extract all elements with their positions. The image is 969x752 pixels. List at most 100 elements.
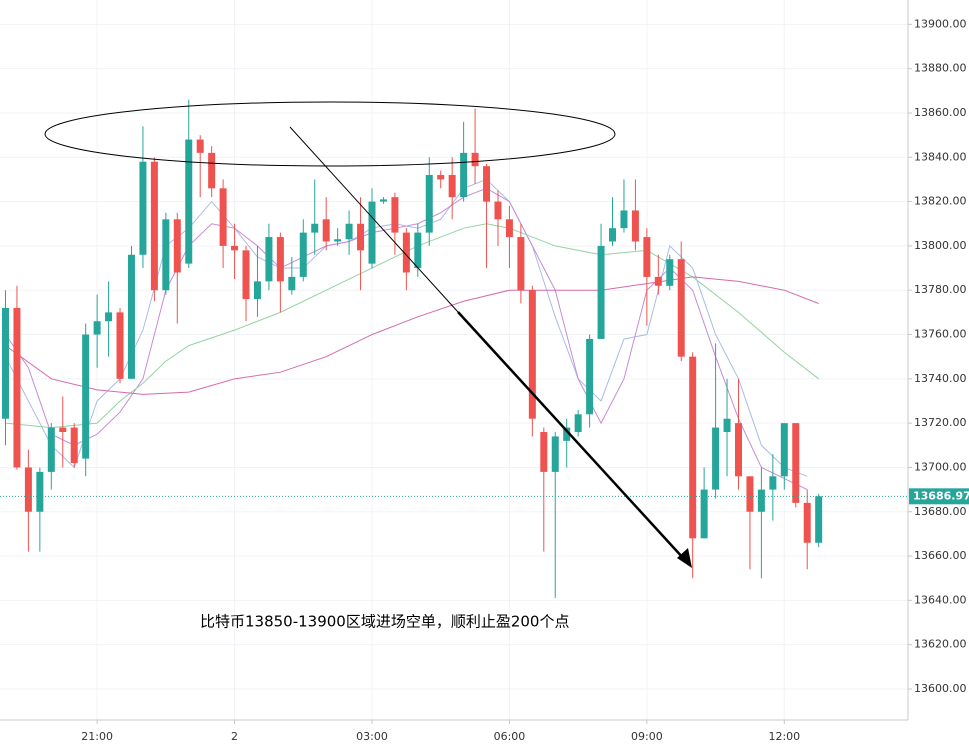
candle-body: [437, 175, 445, 180]
candle-body: [815, 496, 823, 543]
candle-body: [368, 201, 376, 264]
x-tick-label: 09:00: [631, 730, 663, 743]
candle-body: [105, 312, 113, 322]
candle-body: [24, 467, 32, 512]
candle-body: [563, 427, 571, 441]
candle-body: [483, 166, 491, 202]
candle-body: [127, 254, 135, 379]
candle-body: [746, 476, 754, 512]
candle-body: [666, 259, 674, 286]
x-tick-label: 06:00: [494, 730, 526, 743]
moving-average-line: [5, 187, 808, 491]
candle-body: [322, 219, 330, 242]
candle-body: [93, 321, 101, 335]
candle-body: [620, 210, 628, 229]
y-tick-label: 13840.00: [914, 150, 967, 163]
arrow-line: [457, 311, 685, 560]
candle-body: [231, 245, 239, 251]
trend-line: [289, 126, 459, 313]
candle-body: [242, 250, 250, 300]
candle-body: [505, 219, 513, 238]
candle-body: [654, 276, 662, 286]
candle-body: [586, 338, 594, 415]
candle-body: [253, 281, 261, 300]
candle-body: [448, 175, 456, 198]
candle-body: [609, 228, 617, 242]
y-tick-label: 13600.00: [914, 682, 967, 695]
candle-body: [139, 161, 147, 255]
grid: [0, 0, 908, 720]
candle-body: [780, 423, 788, 477]
candle-body: [631, 210, 639, 242]
candle-body: [528, 290, 536, 419]
y-tick-label: 13820.00: [914, 195, 967, 208]
candle-body: [540, 432, 548, 472]
candle-body: [379, 199, 387, 202]
annotation-text: 比特币13850-13900区域进场空单，顺利止盈200个点: [200, 613, 569, 631]
arrow-head: [677, 548, 692, 568]
candle-body: [265, 237, 273, 282]
candle-body: [643, 237, 651, 277]
candle-body: [551, 436, 559, 472]
x-tick-label: 12:00: [768, 730, 800, 743]
candle-body: [402, 232, 410, 273]
candle-body: [70, 427, 78, 464]
y-tick-label: 13660.00: [914, 549, 967, 562]
candle-body: [219, 188, 227, 246]
candle-body: [574, 414, 582, 432]
candle-body: [494, 201, 502, 220]
x-tick-label: 03:00: [356, 730, 388, 743]
candle-body: [391, 197, 399, 233]
candle-body: [700, 489, 708, 539]
axes: 13600.00 13620.00 13640.00 13660.00 13680.00…: [81, 17, 969, 743]
y-tick-label: 13760.00: [914, 328, 967, 341]
candle-body: [208, 152, 216, 189]
last-price-box: [909, 488, 969, 505]
candle-body: [1, 307, 9, 419]
candle-body: [689, 356, 697, 539]
y-tick-label: 13680.00: [914, 505, 967, 518]
candle-body: [82, 334, 90, 459]
candle-body: [712, 427, 720, 490]
candle-body: [357, 223, 365, 251]
y-tick-label: 13640.00: [914, 593, 967, 606]
candle-body: [471, 152, 479, 167]
candle-body: [196, 139, 204, 153]
y-tick-label: 13700.00: [914, 460, 967, 473]
candle-body: [116, 312, 124, 379]
candle-body: [734, 423, 742, 477]
x-tick-label: 2: [231, 730, 238, 743]
candle-body: [345, 223, 353, 240]
y-tick-label: 13900.00: [914, 17, 967, 30]
candle-body: [36, 471, 44, 512]
candle-body: [414, 232, 422, 269]
candle-body: [597, 245, 605, 339]
y-tick-label: 13860.00: [914, 106, 967, 119]
candle-body: [769, 476, 777, 490]
y-tick-label: 13740.00: [914, 372, 967, 385]
x-tick-label: 21:00: [81, 730, 113, 743]
y-tick-label: 13800.00: [914, 239, 967, 252]
ellipse-annotation: [44, 101, 616, 167]
candle-body: [723, 418, 731, 432]
candle-body: [173, 219, 181, 273]
y-tick-label: 13620.00: [914, 638, 967, 651]
moving-average-line: [5, 276, 819, 395]
candle-body: [13, 307, 21, 468]
candle-body: [276, 237, 284, 282]
candle-body: [334, 239, 342, 242]
candle-body: [425, 175, 433, 233]
candle-body: [299, 232, 307, 277]
candle-body: [59, 427, 67, 432]
candle-body: [47, 427, 55, 472]
candle-body: [792, 423, 800, 503]
candle-body: [311, 223, 319, 233]
y-tick-label: 13720.00: [914, 416, 967, 429]
plot: [0, 99, 908, 599]
candle-body: [517, 237, 525, 291]
last-price-label: 13686.97: [913, 489, 969, 502]
y-tick-label: 13880.00: [914, 62, 967, 75]
candle-body: [150, 161, 158, 291]
